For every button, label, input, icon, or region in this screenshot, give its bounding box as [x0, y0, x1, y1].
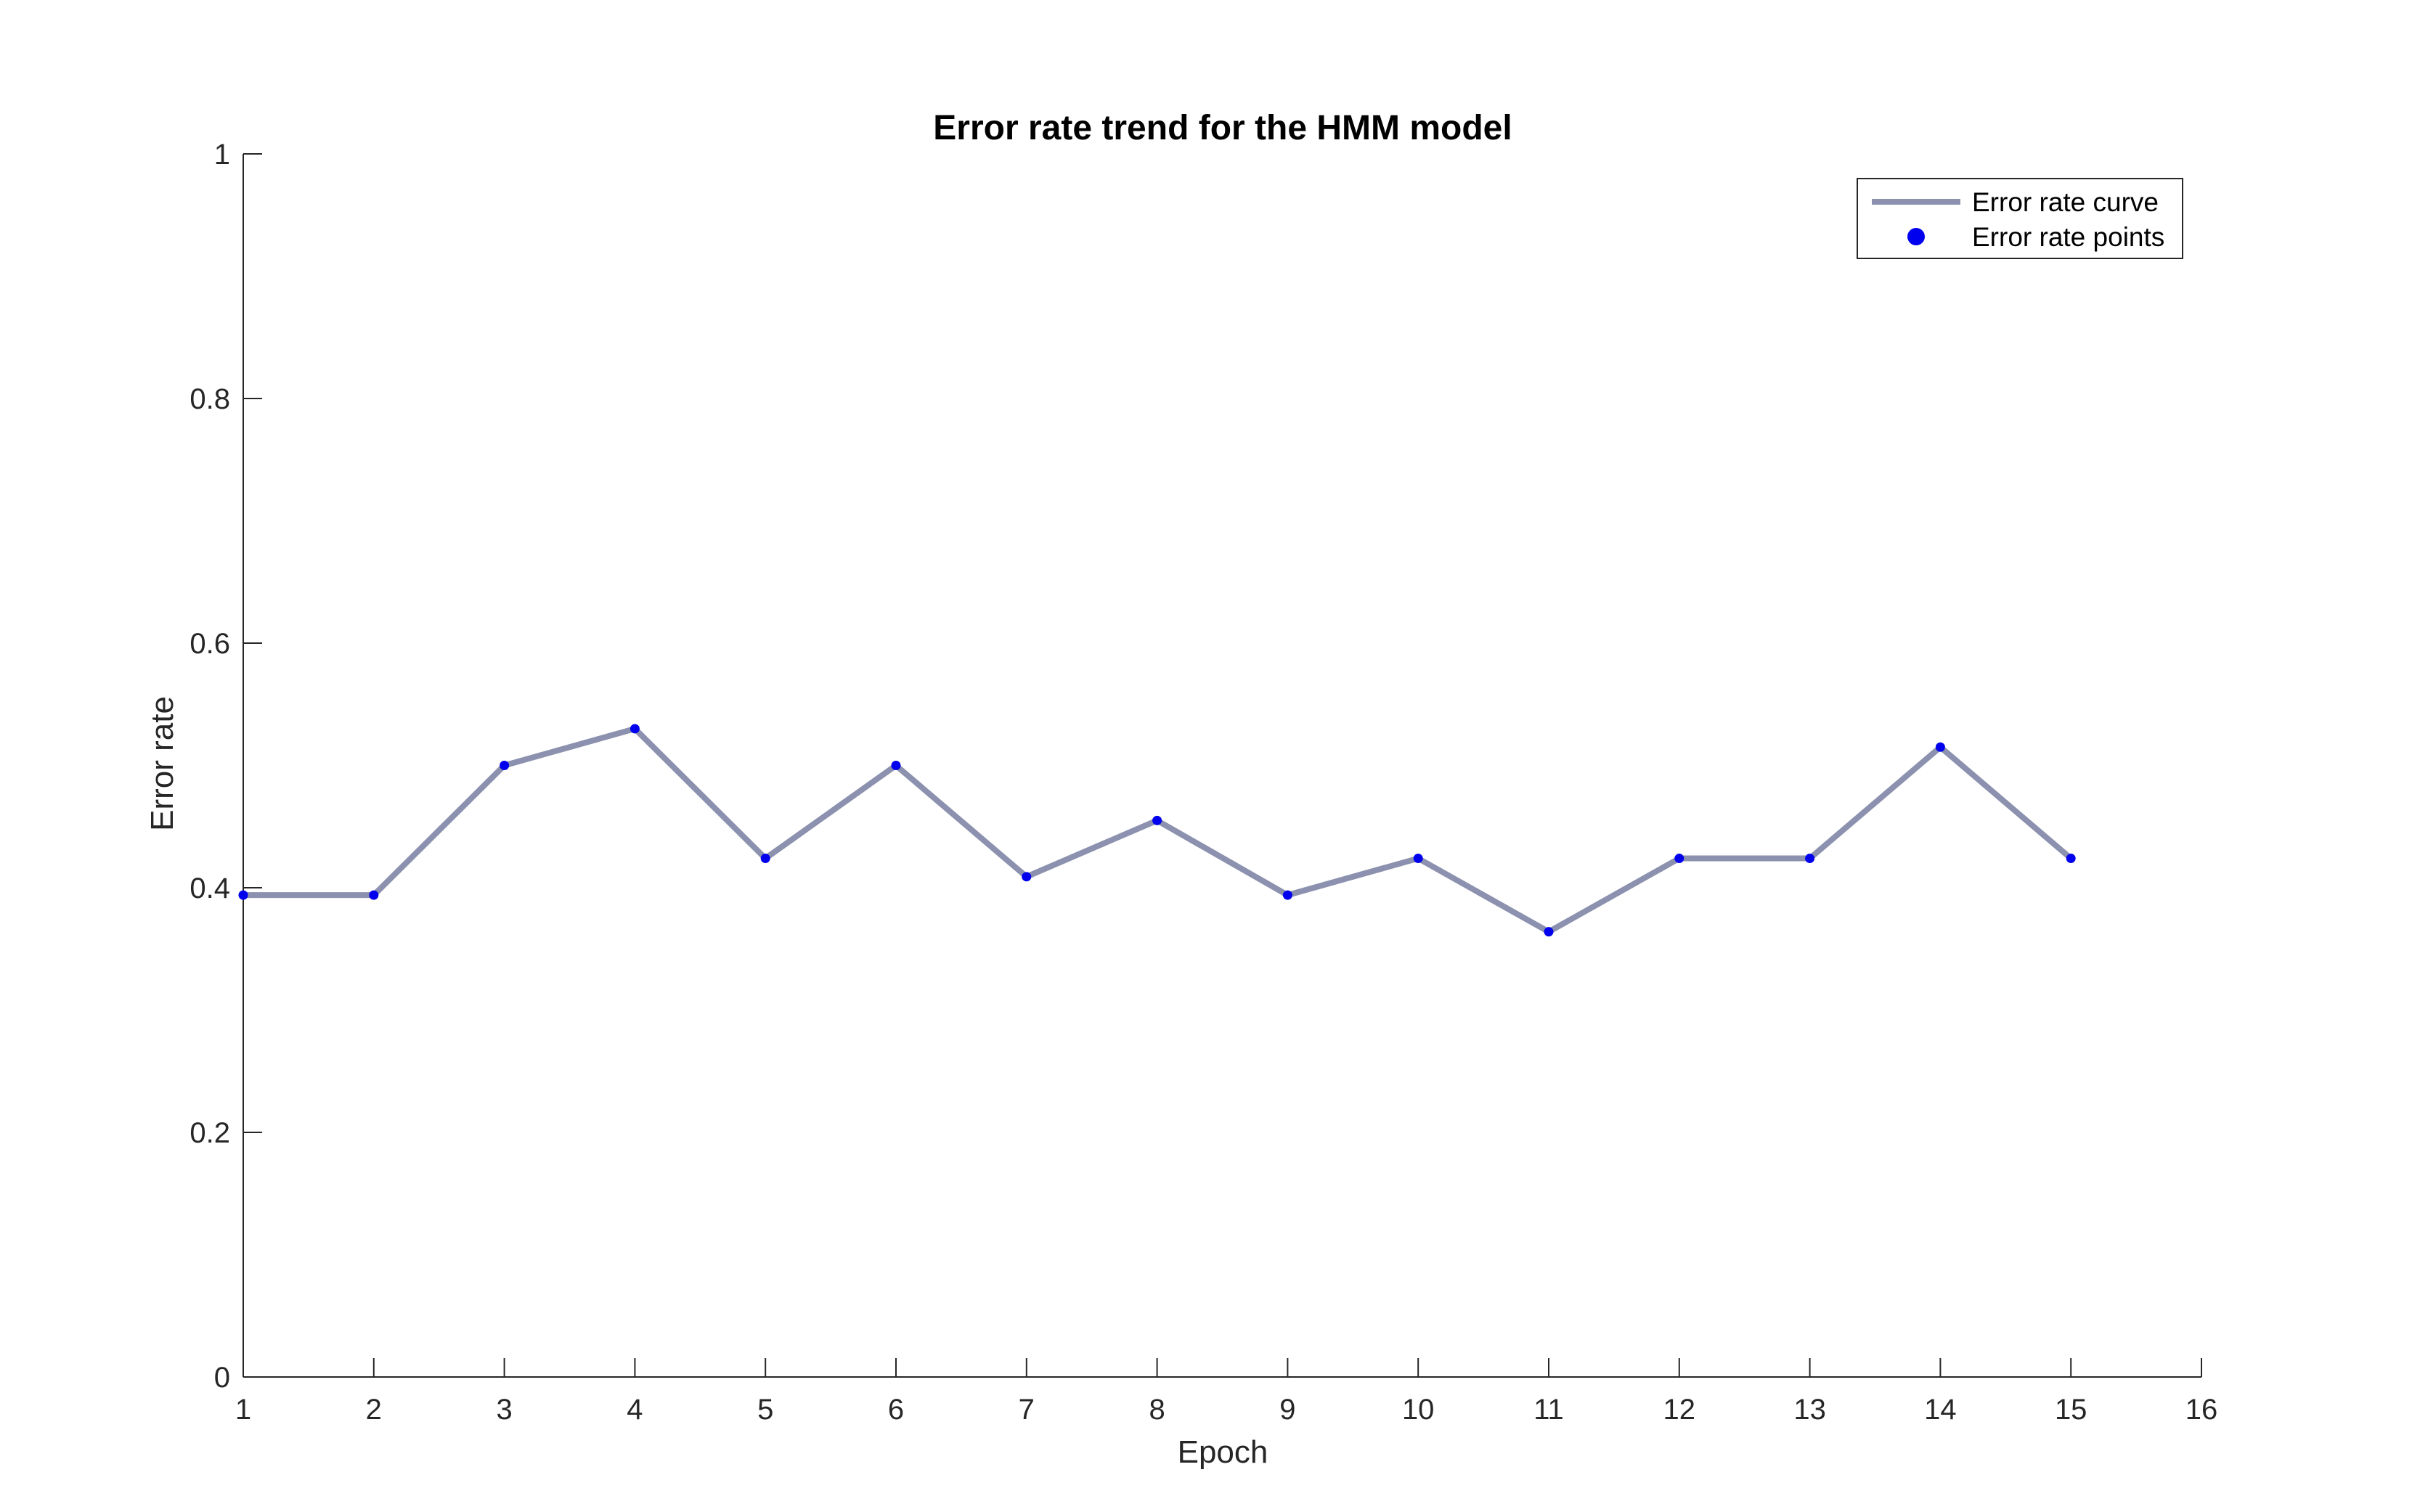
error-rate-point	[1152, 815, 1162, 825]
x-axis-label: Epoch	[1178, 1434, 1268, 1470]
x-tick-label: 1	[235, 1394, 251, 1426]
x-tick-label: 13	[1793, 1394, 1826, 1426]
error-rate-point	[1413, 854, 1423, 864]
x-tick-label: 10	[1402, 1394, 1435, 1426]
x-tick-label: 11	[1533, 1394, 1564, 1426]
x-tick-label: 16	[2185, 1394, 2218, 1426]
x-tick-label: 8	[1149, 1394, 1165, 1426]
plot-series	[238, 724, 2076, 937]
error-rate-point	[760, 854, 770, 864]
chart-title: Error rate trend for the HMM model	[933, 109, 1512, 147]
y-tick-label: 0	[214, 1362, 230, 1394]
legend-box	[1857, 178, 2183, 259]
legend-point-swatch	[1907, 228, 1925, 245]
error-rate-point	[1935, 742, 1945, 752]
x-tick-label: 9	[1279, 1394, 1295, 1426]
error-rate-point	[2066, 854, 2076, 864]
error-rate-point	[238, 890, 248, 900]
error-rate-point	[1805, 854, 1815, 864]
y-tick-label: 0.2	[190, 1117, 230, 1149]
legend-label-points: Error rate points	[1972, 222, 2164, 252]
x-tick-label: 2	[366, 1394, 382, 1426]
legend: Error rate curve Error rate points	[1857, 178, 2183, 259]
error-rate-point	[1544, 927, 1554, 937]
error-rate-point	[1282, 890, 1292, 900]
x-tick-label: 14	[1924, 1394, 1957, 1426]
x-tick-label: 12	[1663, 1394, 1696, 1426]
error-rate-point	[369, 890, 379, 900]
error-rate-point	[891, 761, 901, 770]
x-tick-label: 6	[888, 1394, 904, 1426]
error-rate-point	[1674, 854, 1684, 864]
error-rate-point	[500, 761, 510, 770]
error-rate-point	[1022, 872, 1032, 882]
x-tick-label: 15	[2055, 1394, 2087, 1426]
y-tick-label: 0.4	[190, 873, 230, 904]
error-rate-point	[630, 724, 640, 734]
x-tick-label: 3	[496, 1394, 512, 1426]
y-tick-label: 1	[214, 139, 230, 171]
legend-label-curve: Error rate curve	[1972, 187, 2159, 217]
x-tick-label: 7	[1019, 1394, 1035, 1426]
y-axis-label: Error rate	[144, 696, 180, 831]
y-tick-label: 0.8	[190, 383, 230, 415]
y-tick-label: 0.6	[190, 628, 230, 660]
x-tick-label: 4	[627, 1394, 643, 1426]
x-tick-label: 5	[757, 1394, 773, 1426]
